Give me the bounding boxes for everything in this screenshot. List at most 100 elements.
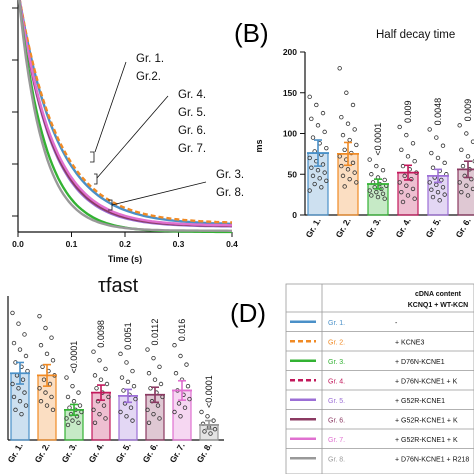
data-point <box>307 94 312 100</box>
data-point <box>404 183 409 188</box>
table-content-gr-2: + KCNE3 <box>395 339 424 346</box>
data-point <box>208 431 213 436</box>
data-point <box>22 390 27 395</box>
data-point <box>11 394 17 400</box>
data-point <box>212 427 218 432</box>
data-point <box>397 180 402 185</box>
data-point <box>369 193 374 198</box>
data-point <box>125 379 131 385</box>
data-point <box>205 414 210 419</box>
table-group-gr-7: Gr. 7. <box>328 437 345 444</box>
data-point <box>442 160 447 166</box>
x-tick-gr-4: Gr. 4. <box>393 216 412 239</box>
data-point <box>410 141 416 146</box>
data-point <box>339 163 344 169</box>
data-point <box>17 399 23 404</box>
p-value-gr-6: 0.0112 <box>150 319 160 346</box>
data-point <box>64 375 69 380</box>
data-point <box>121 388 126 393</box>
data-point <box>380 191 386 197</box>
table-frame <box>285 283 474 474</box>
annotation-gr5: Gr. 5. <box>178 107 206 119</box>
y-tick-label: 50 <box>288 169 298 179</box>
y-tick-label: 150 <box>283 88 297 98</box>
data-point <box>148 386 153 391</box>
data-point <box>38 399 44 404</box>
data-point <box>342 184 347 189</box>
data-point <box>442 192 447 197</box>
data-point <box>322 129 327 135</box>
data-point <box>315 123 321 128</box>
data-point <box>187 396 192 402</box>
x-tick-label: 0.0 <box>12 239 24 249</box>
data-point <box>92 420 98 425</box>
panel-b-title: Half decay time <box>376 29 455 41</box>
data-point <box>178 353 183 359</box>
table-content-gr-6: + G52R-KCNE1 + K <box>395 417 458 424</box>
x-tick-gr-1: Gr. 1. <box>5 441 24 464</box>
annotation-line-gr3-8 <box>111 181 207 206</box>
data-point <box>131 383 137 389</box>
table-header-line2: KCNQ1 + WT-KCN <box>408 302 468 309</box>
data-point <box>310 173 316 179</box>
data-point <box>457 123 462 128</box>
data-point <box>320 110 326 116</box>
data-point <box>43 390 48 395</box>
data-point <box>470 139 474 144</box>
data-point <box>103 416 108 421</box>
data-point <box>405 193 411 198</box>
data-point <box>37 313 42 319</box>
data-point <box>101 403 107 408</box>
curve-gr-7 <box>18 0 232 227</box>
data-point <box>400 163 406 169</box>
data-point <box>172 409 177 415</box>
table-content-gr-8: + D76N-KCNE1 + R218 <box>395 456 469 463</box>
data-point <box>118 351 123 357</box>
data-point <box>440 185 446 190</box>
data-point <box>427 180 432 185</box>
data-point <box>133 396 138 402</box>
panel-b-bars: <0.0001 0.009 0.0048 0.009 <box>307 66 474 216</box>
data-point <box>172 343 177 348</box>
data-point <box>44 351 50 357</box>
annotation-gr4: Gr. 4. <box>178 89 206 101</box>
data-point <box>71 399 77 404</box>
data-point <box>17 347 23 352</box>
p-value-gr-4: 0.009 <box>403 100 413 123</box>
data-point <box>97 411 102 417</box>
data-point <box>309 116 314 122</box>
data-point <box>76 420 81 425</box>
data-point <box>312 181 317 187</box>
bar-gr-6 <box>457 168 474 216</box>
y-tick-label: 100 <box>283 129 297 139</box>
data-point <box>146 371 152 376</box>
data-point <box>374 189 379 195</box>
data-point <box>22 332 27 337</box>
table-group-gr-6: Gr. 6. <box>328 417 345 424</box>
panel-d: (D) cDNA content KCNQ1 + WT-KCN Gr. 1. -G… <box>230 283 474 474</box>
data-point <box>472 159 474 164</box>
data-point <box>457 180 462 185</box>
data-point <box>151 355 156 361</box>
data-point <box>399 189 404 195</box>
data-point <box>409 176 414 182</box>
data-point <box>314 102 319 108</box>
annotation-line-gr4-7 <box>96 95 169 179</box>
data-point <box>16 386 21 391</box>
panel-a-x-ticks: 0.0 0.1 0.2 0.3 0.4 <box>12 232 238 249</box>
data-point <box>41 377 47 382</box>
data-point <box>347 176 352 182</box>
data-point <box>352 170 357 175</box>
data-point <box>152 377 158 382</box>
data-point <box>435 189 441 195</box>
data-point <box>429 187 434 192</box>
data-point <box>130 418 135 423</box>
data-point <box>70 418 75 423</box>
data-point <box>352 127 357 132</box>
data-point <box>440 143 446 148</box>
data-point <box>317 176 322 181</box>
data-point <box>91 349 96 354</box>
data-point <box>307 155 312 161</box>
data-point <box>434 135 439 140</box>
p-value-gr-3: <0.0001 <box>69 341 79 374</box>
